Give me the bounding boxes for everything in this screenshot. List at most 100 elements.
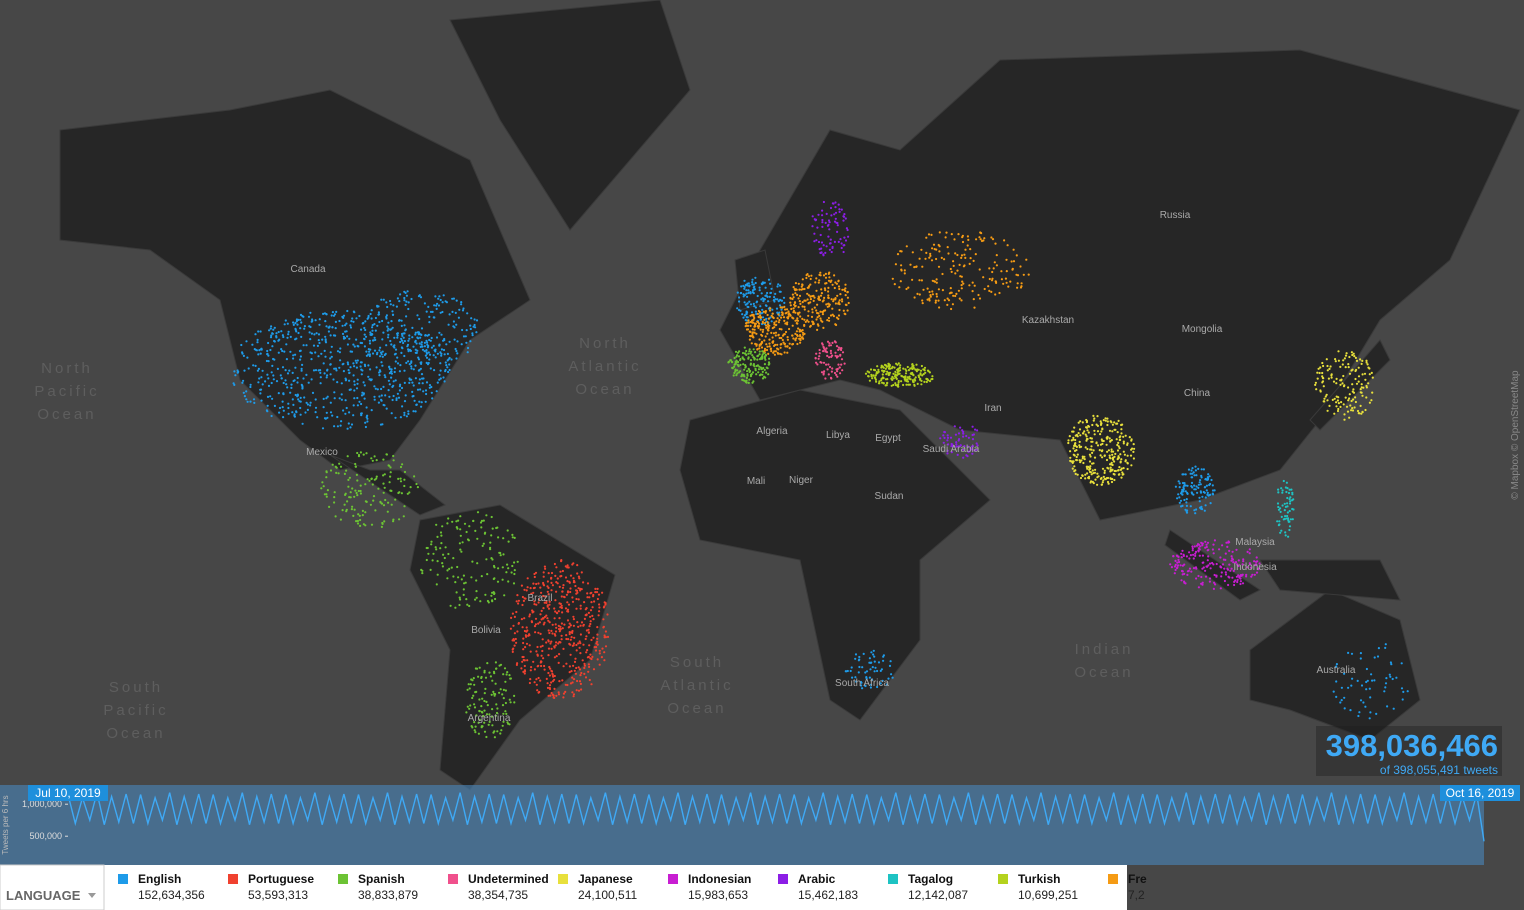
tweet-dot: [317, 339, 320, 342]
tweet-dot: [822, 373, 825, 376]
legend-swatch[interactable]: [228, 874, 238, 884]
tweet-dot: [761, 334, 764, 337]
tweet-dot: [971, 438, 975, 441]
legend-name[interactable]: Spanish: [358, 872, 405, 886]
legend-count[interactable]: 15,983,653: [688, 888, 748, 902]
tweet-dot: [754, 351, 757, 354]
tweet-dot: [388, 372, 391, 375]
legend-name[interactable]: Japanese: [578, 872, 633, 886]
tweet-dot: [1186, 573, 1189, 577]
legend-count[interactable]: 24,100,511: [578, 888, 637, 902]
tweet-dot: [1317, 367, 1320, 370]
tweet-dot: [299, 349, 302, 352]
legend-count[interactable]: 10,699,251: [1018, 888, 1078, 902]
tweet-dot: [300, 335, 303, 338]
tweet-dot: [898, 372, 901, 375]
legend-count[interactable]: 12,142,087: [908, 888, 968, 902]
tweet-dot: [1094, 468, 1097, 471]
legend-name[interactable]: Undetermined: [468, 872, 549, 886]
tweet-dot: [786, 345, 789, 348]
tweet-dot: [424, 400, 427, 403]
dropdown-arrow[interactable]: [88, 893, 96, 898]
tweet-dot: [809, 277, 812, 281]
tweet-dot: [1286, 511, 1289, 514]
legend-swatch[interactable]: [558, 874, 568, 884]
tweet-dot: [453, 338, 456, 341]
tweet-dot: [356, 344, 359, 348]
legend-count[interactable]: 53,593,313: [248, 888, 308, 902]
legend-name[interactable]: Fre: [1128, 872, 1147, 886]
legend-count[interactable]: 15,462,183: [798, 888, 858, 902]
tweet-dot: [1360, 383, 1363, 386]
legend-name[interactable]: Tagalog: [908, 872, 953, 886]
tweet-dot: [390, 368, 393, 371]
tweet-dot: [309, 325, 312, 329]
legend-name[interactable]: Indonesian: [688, 872, 751, 886]
tweet-dot: [548, 665, 551, 669]
tweet-dot: [467, 683, 470, 686]
tweet-dot: [840, 363, 843, 366]
tweet-dot: [1197, 467, 1200, 470]
tweet-dot: [564, 576, 568, 579]
tweet-dot: [306, 403, 309, 406]
legend-swatch[interactable]: [1108, 874, 1118, 884]
legend-swatch[interactable]: [668, 874, 678, 884]
tweet-dot: [953, 238, 956, 241]
tweet-dot: [485, 735, 488, 739]
tweet-dot: [1175, 567, 1179, 570]
tweet-dot: [428, 315, 431, 318]
legend-swatch[interactable]: [888, 874, 898, 884]
tweet-dot: [419, 361, 422, 364]
tweet-dot: [578, 668, 582, 671]
legend-name[interactable]: Turkish: [1018, 872, 1060, 886]
legend-name[interactable]: Arabic: [798, 872, 836, 886]
legend-swatch[interactable]: [338, 874, 348, 884]
tweet-dot: [1354, 400, 1357, 404]
tweet-dot: [522, 599, 526, 603]
tweet-dot: [579, 604, 582, 607]
legend-swatch[interactable]: [998, 874, 1008, 884]
tweet-dot: [488, 671, 491, 674]
tweet-dot: [403, 296, 406, 300]
tweet-dot: [551, 584, 555, 587]
tweet-dot: [578, 680, 582, 683]
tweet-dot: [1085, 419, 1089, 423]
legend-name[interactable]: English: [138, 872, 181, 886]
legend-count[interactable]: 152,634,356: [138, 888, 205, 902]
tweet-dot: [753, 288, 757, 291]
tweet-dot: [592, 593, 595, 597]
tweet-dot: [516, 662, 519, 665]
tweet-dot: [1198, 548, 1201, 551]
tweet-dot: [1098, 449, 1101, 452]
tweet-dot: [560, 559, 563, 562]
legend-count[interactable]: 38,354,735: [468, 888, 528, 902]
tweet-dot: [777, 321, 781, 324]
tweet-dot: [496, 730, 499, 733]
tweet-dot: [309, 404, 312, 407]
legend-swatch[interactable]: [448, 874, 458, 884]
tweet-dot: [1203, 509, 1206, 512]
tweet-dot: [370, 332, 373, 336]
legend-title[interactable]: LANGUAGE: [6, 888, 81, 903]
tweet-dot: [791, 293, 795, 296]
tweet-dot: [585, 614, 588, 617]
tweet-dot: [940, 256, 943, 259]
tweet-dot: [781, 306, 784, 309]
tweet-dot: [267, 341, 270, 345]
legend-swatch[interactable]: [778, 874, 788, 884]
tweet-dot: [346, 500, 349, 503]
tweet-dot: [366, 317, 369, 320]
legend-swatch[interactable]: [118, 874, 128, 884]
tweet-dot: [1365, 688, 1368, 691]
tweet-dot: [751, 291, 754, 294]
tweet-dot: [765, 371, 768, 374]
legend-name[interactable]: Portuguese: [248, 872, 314, 886]
legend-count[interactable]: 7,2: [1128, 888, 1145, 902]
legend-count[interactable]: 38,833,879: [358, 888, 418, 902]
tweet-dot: [764, 310, 768, 313]
legend-dropdown[interactable]: [0, 864, 105, 910]
tweet-dot: [1185, 501, 1188, 504]
tweet-dot: [462, 593, 465, 597]
tweet-dot: [1328, 367, 1331, 370]
tweet-dot: [436, 302, 439, 305]
